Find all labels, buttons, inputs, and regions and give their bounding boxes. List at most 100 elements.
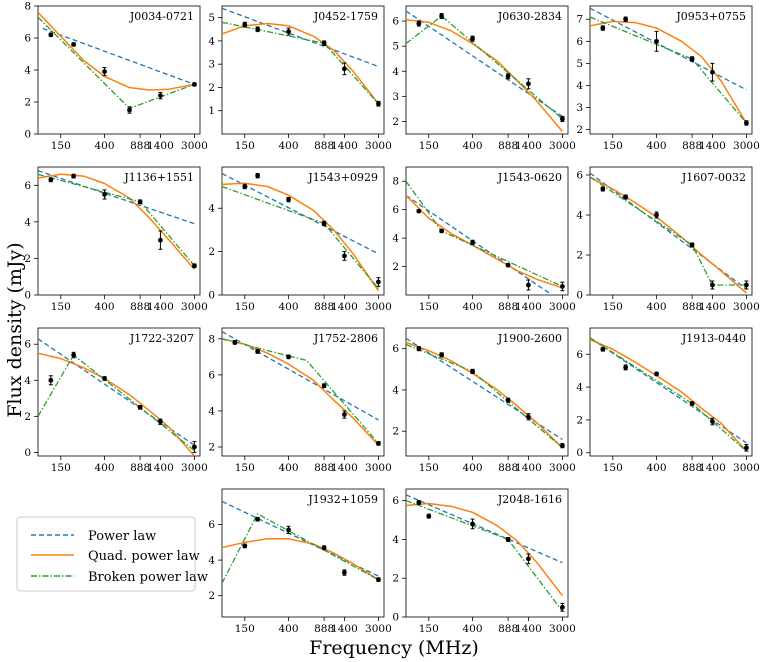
panel-frame [405,488,569,618]
y-tick-label: 6 [392,16,399,28]
y-tick-label: 6 [576,36,583,48]
y-tick-label: 5 [576,58,583,70]
plot-area [590,172,749,294]
data-point [71,173,77,179]
series-power-law [406,494,563,564]
data-point [744,282,749,288]
data-point [470,36,475,42]
x-tick-label: 1400 [331,301,358,313]
panel-title: J1752-2806 [313,332,378,345]
x-tick-label: 1400 [147,462,174,474]
data-point [255,173,261,179]
panel-title: J2048-1616 [497,493,562,506]
panel-title: J0034-0721 [129,10,194,23]
x-axis-title: Frequency (MHz) [309,637,479,659]
series-quad-power-law [406,19,563,132]
data-point [526,556,531,562]
x-tick-label: 400 [647,140,667,152]
y-tick-label: 4 [392,66,399,78]
panel-title: J1136+1551 [123,171,194,184]
x-tick-label: 150 [603,301,623,313]
y-tick-label: 8 [208,333,215,345]
data-point [255,26,261,32]
data-point [286,197,291,202]
plot-area [222,500,381,584]
x-tick-label: 1400 [699,462,726,474]
y-axis-title: Flux density (mJy) [4,242,26,417]
data-point [654,38,659,44]
plot-area [406,494,565,612]
panel-title: J1722-3207 [129,332,194,345]
y-tick-label: 0 [208,290,215,302]
x-tick-label: 888 [130,140,150,152]
panel-frame [405,327,569,457]
data-point [48,177,54,183]
x-tick-label: 150 [419,623,439,635]
data-point [505,397,511,403]
y-tick-label: 6 [392,343,399,355]
x-tick-label: 400 [279,462,299,474]
legend-label-quad-power-law: Quad. power law [88,549,200,564]
y-tick-label: 4 [392,384,399,396]
y-tick-label: 3 [392,91,399,103]
x-tick-label: 150 [51,301,71,313]
series-quad-power-law [590,176,747,294]
x-tick-label: 888 [314,462,334,474]
data-point [689,56,695,62]
x-tick-label: 400 [95,462,115,474]
x-tick-label: 1400 [515,462,542,474]
data-point [376,440,381,446]
data-point [654,212,659,218]
y-tick-label: 0 [576,447,583,459]
y-tick-label: 1 [208,105,215,117]
x-tick-label: 150 [419,301,439,313]
x-tick-label: 888 [314,623,334,635]
panel-title: J1932+1059 [307,493,378,506]
data-point [342,253,347,259]
y-tick-label: 6 [208,519,215,531]
series-quad-power-law [222,182,380,292]
series-quad-power-law [222,22,379,105]
x-tick-label: 400 [95,140,115,152]
data-point [416,500,422,505]
x-tick-label: 150 [51,462,71,474]
y-tick-label: 4 [208,203,215,215]
x-tick-label: 400 [279,140,299,152]
data-point [560,604,565,610]
y-tick-label: 2 [208,590,215,602]
x-tick-label: 3000 [181,140,208,152]
data-point [376,101,381,107]
x-tick-label: 888 [682,301,702,313]
x-tick-label: 1400 [515,301,542,313]
data-point [102,69,107,74]
series-power-law [38,170,195,225]
data-point [192,444,197,450]
panel-frame [589,5,753,135]
x-tick-label: 888 [130,301,150,313]
series-power-law [222,331,379,421]
y-tick-label: 8 [392,176,399,188]
data-point [242,184,248,189]
x-tick-label: 3000 [549,140,576,152]
x-tick-label: 888 [314,140,334,152]
x-tick-label: 150 [235,623,255,635]
y-tick-label: 6 [576,349,583,361]
y-tick-label: 4 [392,233,399,245]
y-tick-label: 2 [576,414,583,426]
x-tick-label: 400 [463,301,483,313]
y-tick-label: 2 [24,253,31,265]
legend-label-broken-power-law: Broken power law [88,570,208,585]
data-point [505,537,511,542]
data-point [286,354,291,360]
y-tick-label: 4 [24,216,31,228]
x-tick-label: 1400 [331,623,358,635]
x-tick-label: 150 [235,301,255,313]
plot-area [222,331,381,446]
